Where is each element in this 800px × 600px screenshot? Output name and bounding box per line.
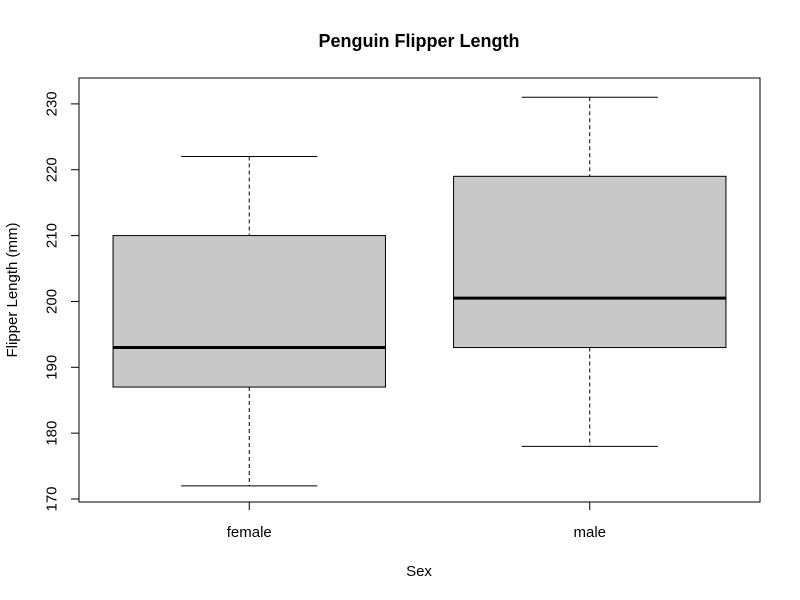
y-tick-label: 190 [44, 355, 61, 380]
x-tick-label: female [227, 524, 272, 541]
x-axis-label: Sex [406, 563, 432, 580]
y-tick-label: 200 [44, 289, 61, 314]
box-group [112, 96, 727, 487]
box-male [453, 96, 727, 447]
box-iqr [112, 235, 386, 388]
plot-frame [78, 77, 761, 503]
y-tick-label: 220 [44, 157, 61, 182]
y-tick-label: 180 [44, 421, 61, 446]
y-tick-label: 210 [44, 223, 61, 248]
box-female [112, 156, 386, 487]
y-axis-label: Flipper Length (mm) [4, 222, 21, 357]
y-tick-label: 230 [44, 91, 61, 116]
y-tick-label: 170 [44, 486, 61, 511]
chart-title: Penguin Flipper Length [319, 31, 520, 51]
y-axis: 170 180 190 200 210 220 230 [44, 91, 79, 512]
x-tick-label: male [573, 524, 606, 541]
box-iqr [453, 175, 727, 349]
x-axis: female male [227, 502, 606, 541]
